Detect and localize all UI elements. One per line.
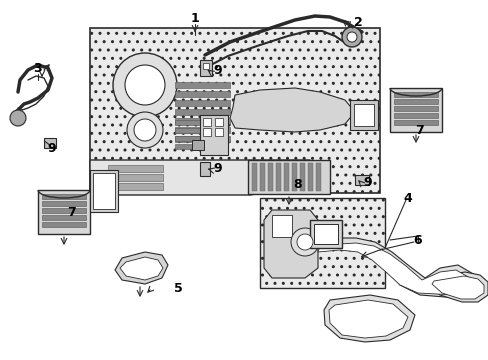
- Circle shape: [296, 234, 312, 250]
- Text: 9: 9: [48, 141, 56, 154]
- Circle shape: [346, 32, 356, 42]
- Bar: [175, 82, 229, 88]
- Bar: [38, 190, 90, 234]
- Bar: [349, 100, 377, 130]
- Bar: [200, 115, 227, 155]
- Bar: [90, 170, 118, 212]
- Bar: [200, 162, 209, 176]
- Text: 7: 7: [415, 123, 424, 136]
- Bar: [309, 220, 341, 248]
- Text: 7: 7: [67, 206, 76, 219]
- Polygon shape: [229, 88, 354, 132]
- Bar: [393, 99, 437, 104]
- Text: 8: 8: [293, 179, 302, 192]
- Bar: [200, 60, 212, 76]
- Circle shape: [113, 53, 177, 117]
- Bar: [192, 140, 203, 150]
- Bar: [44, 138, 56, 148]
- Bar: [108, 174, 163, 181]
- Bar: [175, 128, 215, 133]
- Bar: [175, 136, 215, 141]
- Bar: [299, 163, 305, 191]
- Polygon shape: [431, 276, 483, 299]
- Bar: [93, 173, 115, 209]
- Bar: [203, 63, 208, 69]
- Text: 3: 3: [34, 62, 42, 75]
- Bar: [291, 163, 296, 191]
- Bar: [175, 120, 215, 125]
- Text: 9: 9: [213, 162, 222, 175]
- Bar: [42, 208, 86, 213]
- Text: 9: 9: [213, 63, 222, 77]
- Bar: [175, 144, 215, 149]
- Bar: [393, 113, 437, 118]
- Bar: [108, 165, 163, 172]
- Bar: [393, 106, 437, 111]
- Bar: [175, 118, 229, 124]
- Bar: [313, 224, 337, 244]
- Circle shape: [10, 110, 26, 126]
- Text: 9: 9: [363, 175, 371, 189]
- Polygon shape: [427, 272, 487, 302]
- Bar: [90, 28, 379, 193]
- Bar: [354, 175, 368, 185]
- Bar: [284, 163, 288, 191]
- Polygon shape: [90, 160, 309, 195]
- Polygon shape: [328, 300, 407, 338]
- Bar: [175, 136, 229, 142]
- Bar: [203, 118, 210, 126]
- Bar: [108, 183, 163, 190]
- Polygon shape: [264, 210, 317, 278]
- Bar: [393, 92, 437, 97]
- Circle shape: [134, 119, 156, 141]
- Circle shape: [290, 228, 318, 256]
- Bar: [275, 163, 281, 191]
- Polygon shape: [115, 252, 168, 284]
- Text: 5: 5: [173, 282, 182, 294]
- Polygon shape: [324, 295, 414, 342]
- Bar: [42, 222, 86, 227]
- Bar: [42, 201, 86, 206]
- Bar: [203, 128, 210, 136]
- Bar: [315, 163, 320, 191]
- Bar: [260, 198, 384, 288]
- Circle shape: [125, 65, 164, 105]
- Bar: [175, 127, 229, 133]
- Circle shape: [341, 27, 361, 47]
- Bar: [247, 160, 329, 194]
- Text: 1: 1: [190, 12, 199, 24]
- Polygon shape: [317, 243, 469, 295]
- Bar: [175, 100, 229, 106]
- Bar: [215, 128, 223, 136]
- Bar: [260, 163, 264, 191]
- Bar: [42, 215, 86, 220]
- Text: 2: 2: [353, 15, 362, 28]
- Bar: [389, 88, 441, 132]
- Bar: [393, 120, 437, 125]
- Text: 4: 4: [403, 192, 411, 204]
- Text: 6: 6: [413, 234, 422, 247]
- Bar: [215, 118, 223, 126]
- Bar: [267, 163, 272, 191]
- Polygon shape: [309, 238, 474, 298]
- Circle shape: [127, 112, 163, 148]
- Bar: [175, 109, 229, 115]
- Bar: [42, 194, 86, 199]
- Polygon shape: [120, 257, 163, 280]
- Bar: [353, 104, 373, 126]
- Bar: [175, 91, 229, 97]
- Bar: [271, 215, 291, 237]
- Bar: [251, 163, 257, 191]
- Bar: [307, 163, 312, 191]
